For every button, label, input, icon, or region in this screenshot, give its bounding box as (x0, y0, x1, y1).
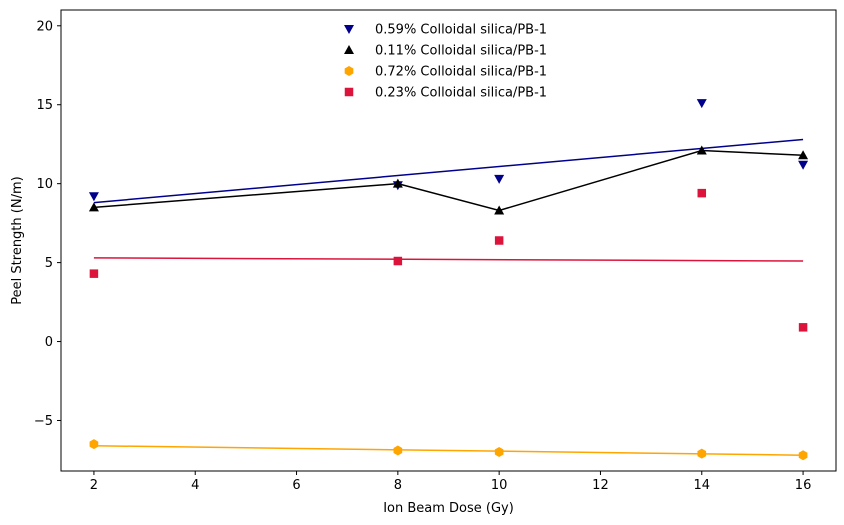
y-tick-label: 10 (36, 177, 53, 192)
legend-label-1: 0.59% Colloidal silica/PB-1 (375, 23, 547, 38)
series-line-2 (93, 149, 804, 212)
series-line-1 (93, 138, 804, 204)
y-axis-label: Peel Strength (N/m) (10, 176, 25, 304)
data-point-1-4 (696, 99, 707, 109)
y-tick-label: 20 (36, 19, 53, 34)
legend-marker-1 (344, 25, 354, 34)
x-tick-label: 16 (795, 478, 812, 493)
data-point-4-1 (89, 269, 99, 278)
data-point-2-3 (494, 205, 505, 215)
plot-lines (93, 138, 804, 456)
x-tick-label: 8 (394, 478, 402, 493)
data-point-1-5 (798, 160, 809, 170)
data-point-4-4 (697, 188, 707, 198)
x-tick-label: 2 (90, 478, 98, 493)
y-tick-label: 5 (45, 256, 53, 271)
legend-label-4: 0.23% Colloidal silica/PB-1 (375, 86, 547, 101)
plot-frame (60, 9, 837, 472)
x-tick-label: 4 (191, 478, 199, 493)
legend: 0.59% Colloidal silica/PB-1 0.11% Colloid… (344, 23, 547, 101)
x-tick-label: 14 (693, 478, 710, 493)
plot-markers (88, 99, 809, 461)
data-point-1-1 (88, 192, 99, 202)
legend-label-2: 0.11% Colloidal silica/PB-1 (375, 44, 547, 59)
y-tick-label: 0 (45, 335, 53, 350)
data-point-2-5 (798, 150, 809, 160)
legend-marker-4 (344, 87, 354, 97)
x-tick-label: 6 (292, 478, 300, 493)
data-point-2-4 (696, 145, 707, 155)
series-line-3 (93, 444, 804, 456)
data-point-3-4 (697, 448, 707, 459)
data-point-2-2 (392, 178, 403, 188)
data-point-2-1 (88, 202, 99, 212)
y-tick-label: −5 (34, 414, 53, 429)
x-axis-label: Ion Beam Dose (Gy) (383, 501, 514, 516)
data-point-1-3 (494, 174, 505, 184)
x-tick-label: 10 (491, 478, 508, 493)
data-point-4-5 (798, 323, 808, 332)
legend-marker-2 (344, 45, 354, 54)
data-point-3-3 (494, 447, 504, 458)
data-point-3-2 (393, 445, 403, 456)
legend-label-3: 0.72% Colloidal silica/PB-1 (375, 65, 547, 80)
data-point-3-5 (798, 450, 808, 461)
x-tick-label: 12 (592, 478, 609, 493)
data-point-4-2 (393, 256, 403, 266)
y-tick-label: 15 (36, 98, 53, 113)
axes: 2 4 6 8 10 12 14 16 −5 0 5 10 15 20 (34, 9, 837, 493)
legend-marker-3 (344, 66, 354, 76)
data-point-3-1 (89, 439, 99, 450)
data-point-4-3 (494, 236, 504, 245)
series-line-4 (93, 257, 804, 262)
